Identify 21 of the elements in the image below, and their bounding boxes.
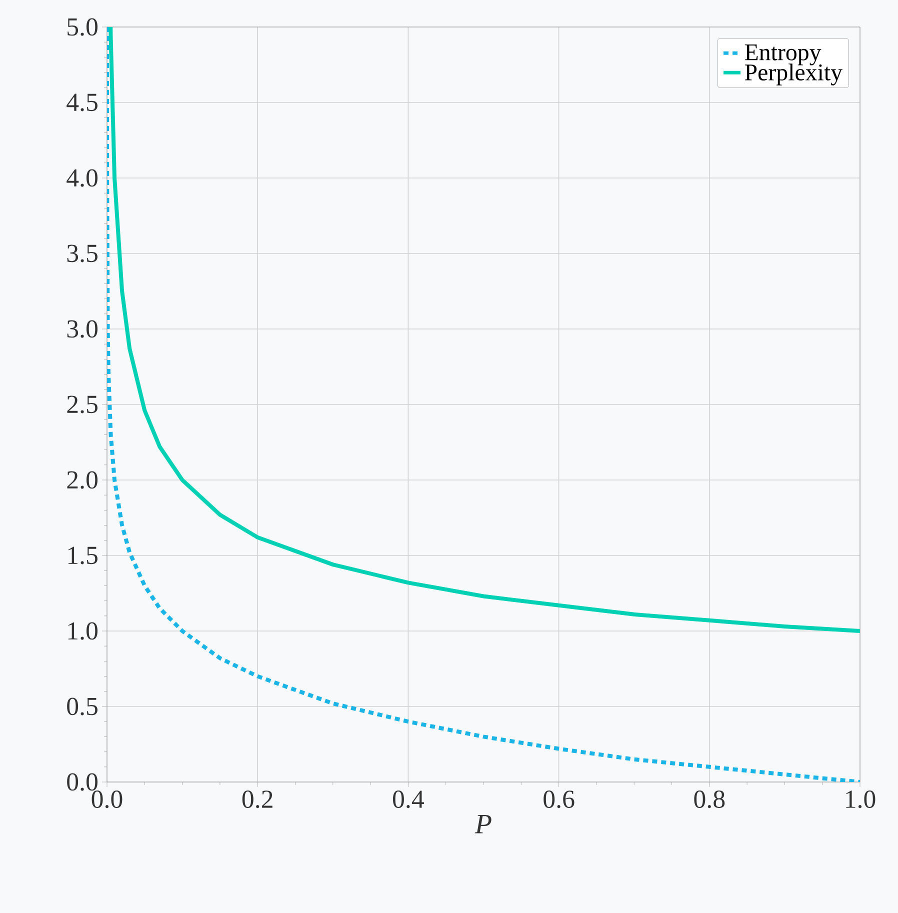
legend-label: Entropy	[744, 44, 822, 66]
line-series	[108, 26, 860, 633]
x-axis-title: P	[474, 814, 492, 834]
x-tick-label: 1.0	[846, 790, 876, 808]
y-tick-label: 1.5	[68, 546, 98, 564]
y-tick-label: 3.5	[67, 244, 98, 262]
y-tick-label: 1.0	[68, 622, 98, 640]
y-tick-label: 2.0	[67, 471, 98, 489]
y-tick-label: 4.0	[66, 169, 98, 187]
x-tick-label: 0.4	[393, 790, 424, 808]
x-tick-label: 0.2	[242, 790, 272, 808]
y-tick-label: 0.5	[67, 698, 98, 716]
y-tick-label: 3.0	[67, 320, 98, 338]
x-tick-label: 0.6	[544, 790, 574, 808]
legend-label: Perplexity	[744, 64, 842, 86]
y-tick-label: 0.0	[67, 773, 98, 791]
x-tick-label: 0.0	[92, 790, 122, 808]
x-tick-label: 0.8	[694, 790, 725, 808]
y-tick-label: 4.5	[66, 94, 98, 112]
y-tick-label: 2.5	[67, 396, 98, 414]
y-tick-label: 5.0	[68, 18, 98, 36]
